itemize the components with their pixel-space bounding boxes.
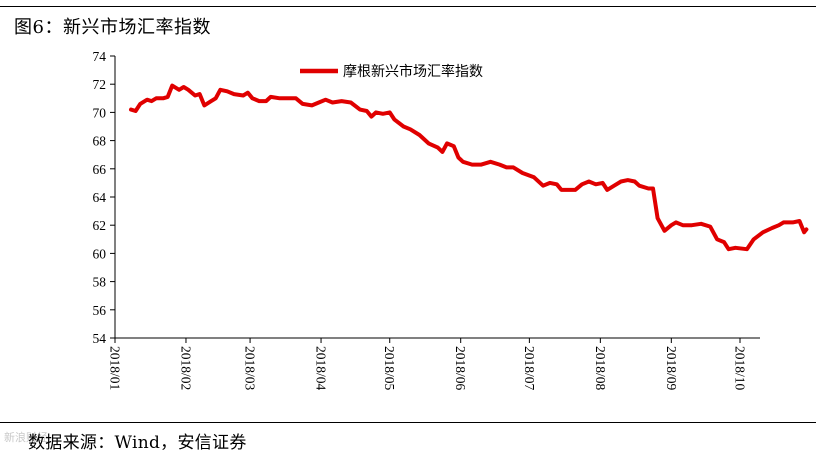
y-tick-label: 54 — [93, 331, 107, 346]
bottom-rule — [0, 422, 816, 423]
y-tick-label: 66 — [93, 162, 107, 177]
top-rule — [0, 6, 816, 7]
legend: 摩根新兴市场汇率指数 — [300, 63, 483, 80]
x-tick-label: 2018/04 — [314, 346, 329, 391]
watermark: 新浪财经 — [4, 431, 48, 444]
y-tick-label: 60 — [93, 246, 107, 261]
y-tick-label: 64 — [93, 190, 107, 205]
x-tick-label: 2018/10 — [733, 346, 748, 391]
x-tick-label: 2018/07 — [522, 346, 537, 391]
x-tick-label: 2018/02 — [178, 346, 193, 390]
x-tick-label: 2018/09 — [664, 346, 679, 391]
x-tick-label: 2018/03 — [243, 346, 258, 391]
y-tick-label: 62 — [93, 218, 107, 233]
y-tick-label: 58 — [93, 275, 107, 290]
x-tick-label: 2018/01 — [108, 346, 123, 390]
legend-label: 摩根新兴市场汇率指数 — [343, 63, 483, 80]
y-tick-label: 70 — [93, 105, 107, 120]
x-tick-label: 2018/05 — [382, 346, 397, 391]
series-layer — [129, 83, 809, 252]
source-note: 数据来源：Wind，安信证券 — [28, 433, 247, 453]
y-tick-label: 68 — [93, 134, 107, 149]
y-tick-label: 56 — [93, 303, 107, 318]
x-axis: 2018/01 2018/02 2018/03 2018/04 2018/05 2018/… — [108, 337, 760, 391]
figure-title: 图6：新兴市场汇率指数 — [14, 17, 211, 38]
y-tick-label: 74 — [93, 49, 107, 64]
y-tick-label: 72 — [93, 77, 107, 92]
x-tick-label: 2018/06 — [453, 346, 468, 391]
y-axis: 54 56 58 60 62 64 66 68 70 72 74 — [93, 49, 116, 346]
series-line — [129, 83, 809, 252]
x-tick-label: 2018/08 — [593, 346, 608, 391]
